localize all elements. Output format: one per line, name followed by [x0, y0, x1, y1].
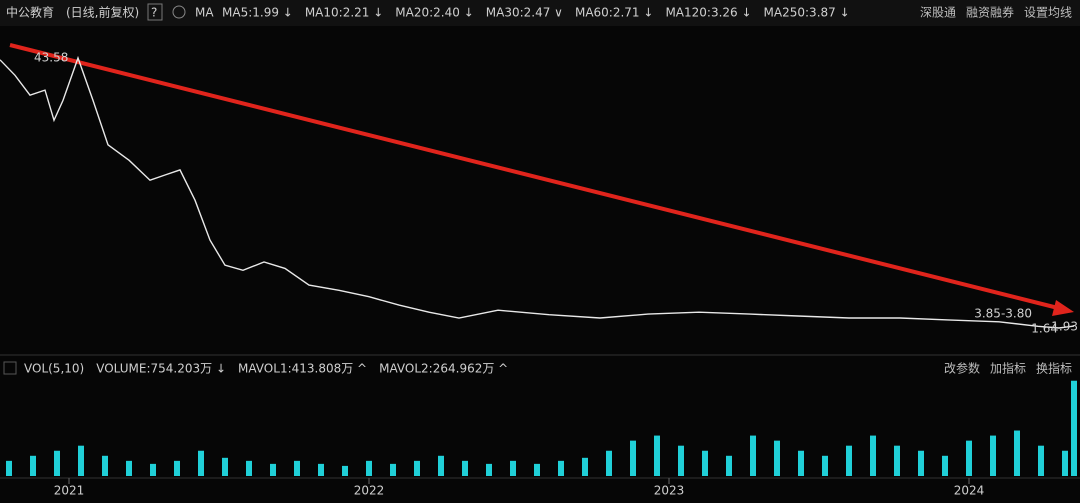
volume-bar	[6, 460, 12, 476]
collapse-box[interactable]	[3, 361, 17, 375]
volume-bar	[438, 455, 444, 476]
button[interactable]: 加指标	[990, 361, 1026, 376]
volume-bar	[678, 445, 684, 476]
legend-label: MA120:3.26 ↓	[665, 6, 751, 20]
volume-bar	[582, 457, 588, 476]
volume-bar	[1038, 445, 1044, 476]
volume-bar	[294, 460, 300, 476]
volume-bar	[558, 460, 564, 476]
x-tick-label: 2022	[354, 484, 385, 498]
price-line	[0, 55, 1075, 329]
volume-bar	[1062, 450, 1068, 476]
volume-bar	[990, 435, 996, 476]
volume-bar	[870, 435, 876, 476]
stock-name: 中公教育	[6, 5, 54, 20]
x-tick-label: 2023	[654, 484, 685, 498]
settings-icon[interactable]	[172, 5, 186, 19]
legend-label: MAVOL2:264.962万 ^	[379, 362, 508, 376]
volume-bar	[750, 435, 756, 476]
toolbar	[0, 0, 1080, 26]
volume-bar	[318, 463, 324, 476]
volume-bar	[246, 460, 252, 476]
help-box[interactable]	[147, 3, 163, 21]
volume-bar	[414, 460, 420, 476]
volume-bar	[942, 455, 948, 476]
volume-bar	[534, 463, 540, 476]
legend-label: MA5:1.99 ↓	[222, 6, 293, 20]
volume-bar	[606, 450, 612, 476]
button[interactable]: 换指标	[1036, 361, 1072, 376]
x-tick-label: 2024	[954, 484, 985, 498]
legend-label: MA60:2.71 ↓	[575, 6, 653, 20]
ma-label: MA	[195, 6, 214, 20]
volume-bar	[342, 465, 348, 476]
mode: (日线,前复权)	[66, 5, 139, 20]
button[interactable]: 设置均线	[1024, 6, 1072, 20]
volume-bar	[918, 450, 924, 476]
help[interactable]: ?	[151, 6, 157, 20]
trend-arrow	[9, 43, 1063, 311]
volume-bar	[822, 455, 828, 476]
legend-label: VOLUME:754.203万 ↓	[96, 362, 226, 376]
volume-bar	[102, 455, 108, 476]
volume-bar	[798, 450, 804, 476]
volume-bar	[702, 450, 708, 476]
volume-bar	[1014, 430, 1020, 476]
volume-bar	[174, 460, 180, 476]
volume-bar	[630, 440, 636, 476]
annotation: 1.64	[1031, 322, 1058, 336]
volume-bar	[510, 460, 516, 476]
volume-bar	[846, 445, 852, 476]
volume-bar	[726, 455, 732, 476]
volume-bar	[198, 450, 204, 476]
x-tick-label: 2021	[54, 484, 85, 498]
annotation: 43.58	[34, 51, 68, 65]
button[interactable]: 改参数	[944, 361, 980, 376]
annotation: 1.93	[1051, 320, 1078, 334]
volume-bar	[78, 445, 84, 476]
volume-bar	[894, 445, 900, 476]
volume-bar	[126, 460, 132, 476]
volume-bar	[366, 460, 372, 476]
legend-label: MA250:3.87 ↓	[764, 6, 850, 20]
button[interactable]: 深股通	[920, 6, 956, 20]
volume-bar	[654, 435, 660, 476]
arrow-head	[1052, 300, 1074, 316]
volume-bar	[1071, 380, 1077, 476]
volume-bar	[462, 460, 468, 476]
volume-bar	[30, 455, 36, 476]
annotation: 3.85-3.80	[974, 307, 1032, 321]
legend-label: VOL(5,10)	[24, 362, 84, 376]
legend-label: MA10:2.21 ↓	[305, 6, 383, 20]
button[interactable]: 融资融券	[966, 5, 1014, 20]
legend-label: MAVOL1:413.808万 ^	[238, 362, 367, 376]
volume-bar	[150, 463, 156, 476]
volume-bar	[390, 463, 396, 476]
legend-label: MA30:2.47 ∨	[486, 6, 563, 20]
volume-bar	[222, 457, 228, 476]
volume-bar	[270, 463, 276, 476]
volume-bar	[966, 440, 972, 476]
volume-bar	[54, 450, 60, 476]
volume-bar	[486, 463, 492, 476]
volume-bar	[774, 440, 780, 476]
legend-label: MA20:2.40 ↓	[395, 6, 473, 20]
